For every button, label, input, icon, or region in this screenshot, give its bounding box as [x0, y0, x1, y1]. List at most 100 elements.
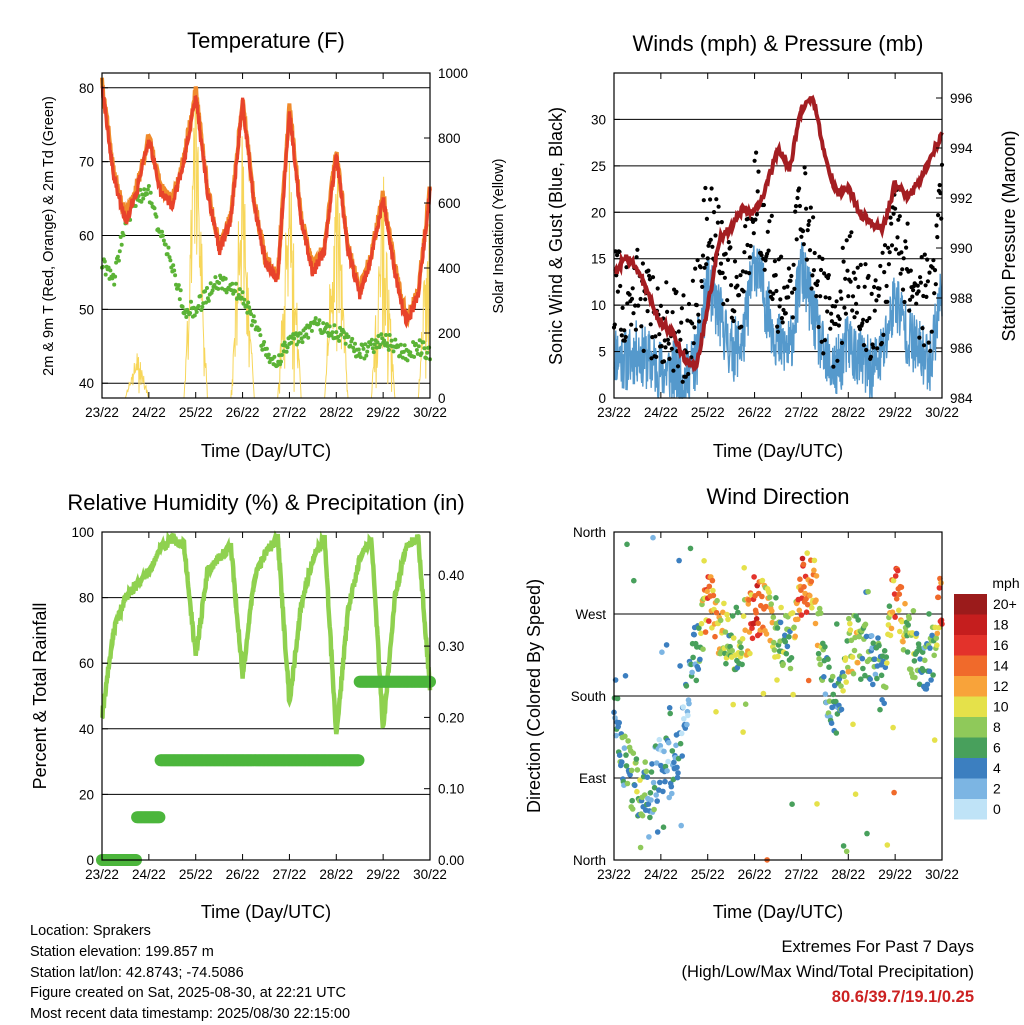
gust-point	[811, 215, 816, 220]
speed-legend-swatch	[954, 635, 987, 656]
gust-point	[900, 267, 905, 272]
direction-point	[773, 595, 779, 601]
gust-point	[903, 239, 908, 244]
direction-point	[747, 650, 753, 657]
direction-point	[666, 705, 673, 711]
direction-point	[669, 790, 675, 797]
dewpoint-point	[102, 259, 107, 264]
dewpoint-point	[272, 354, 277, 359]
direction-point	[783, 650, 790, 657]
direction-point	[738, 650, 745, 656]
direction-point	[840, 843, 847, 849]
dewpoint-point	[339, 332, 343, 337]
direction-point	[909, 630, 916, 636]
direction-point	[746, 597, 752, 603]
direction-point	[669, 748, 676, 754]
gust-point	[773, 273, 778, 278]
direction-point	[845, 664, 851, 671]
gust-point	[635, 247, 640, 252]
dewpoint-point	[361, 346, 366, 351]
dewpoint-point	[267, 360, 272, 365]
direction-point	[863, 633, 870, 640]
gust-point	[790, 290, 795, 295]
dewpoint-point	[416, 344, 421, 349]
dewpoint-point	[171, 263, 176, 268]
gust-point	[893, 206, 898, 211]
direction-point	[691, 631, 697, 638]
direction-point	[709, 577, 716, 584]
gust-point	[695, 258, 700, 263]
dewpoint-point	[424, 356, 429, 361]
gust-point	[708, 197, 713, 202]
temperature-ytick-label: 80	[79, 81, 94, 96]
winds-xlabel: Time (Day/UTC)	[713, 441, 843, 461]
direction-point	[654, 829, 661, 835]
gust-point	[799, 234, 804, 239]
direction-point	[650, 534, 656, 541]
gust-point	[882, 243, 888, 248]
dewpoint-point	[304, 332, 309, 337]
direction-point	[740, 729, 746, 735]
dewpoint-point	[262, 340, 267, 344]
gust-point	[747, 255, 753, 260]
gust-point	[874, 298, 879, 303]
dewpoint-point	[160, 233, 165, 238]
direction-point	[753, 616, 760, 622]
temperature-ytick-label: 60	[79, 229, 94, 244]
dewpoint-point	[145, 192, 149, 196]
dewpoint-point	[387, 333, 392, 337]
dewpoint-point	[194, 310, 199, 314]
direction-xtick-label: 27/22	[785, 867, 819, 882]
dewpoint-point	[336, 334, 341, 339]
direction-point	[912, 674, 918, 681]
direction-point	[893, 596, 900, 602]
direction-point	[891, 591, 898, 597]
dewpoint-point	[112, 282, 117, 287]
gust-point	[932, 268, 938, 273]
gust-point	[620, 305, 625, 310]
direction-point	[828, 720, 835, 726]
direction-point	[910, 608, 917, 614]
dewpoint-point	[251, 314, 256, 319]
gust-point	[907, 297, 913, 302]
direction-point	[892, 573, 899, 579]
direction-point	[630, 750, 637, 756]
gust-point	[840, 245, 845, 250]
gust-point	[624, 265, 629, 270]
dewpoint-point	[279, 359, 283, 364]
gust-point	[843, 276, 848, 281]
dewpoint-point	[168, 258, 173, 263]
temperature-ytick-label-right: 0	[438, 391, 446, 406]
winds-ytick-label-right: 986	[950, 341, 973, 356]
gust-point	[921, 343, 927, 348]
direction-point	[623, 763, 630, 769]
gust-point	[922, 252, 927, 257]
gust-point	[866, 273, 871, 279]
speed-legend-swatch	[954, 758, 987, 779]
direction-point	[866, 656, 873, 663]
gust-point	[782, 285, 787, 290]
dewpoint-point	[115, 254, 120, 259]
dewpoint-point	[198, 294, 203, 298]
direction-point	[844, 638, 850, 644]
direction-point	[646, 834, 652, 840]
dewpoint-point	[398, 342, 403, 347]
temperature-ytick-label: 50	[79, 302, 94, 317]
direction-point	[755, 620, 761, 627]
dewpoint-point	[299, 336, 304, 341]
station-info: Location: Sprakers Station elevation: 19…	[30, 921, 350, 1025]
direction-point	[882, 664, 889, 671]
gust-point	[680, 379, 685, 384]
direction-point	[883, 684, 889, 691]
temperature-xtick-label: 28/22	[319, 405, 353, 420]
direction-point	[920, 667, 927, 674]
direction-point	[739, 661, 745, 668]
gust-point	[774, 288, 779, 294]
gust-point	[902, 299, 907, 305]
direction-point	[701, 558, 707, 564]
direction-point	[650, 779, 657, 786]
dewpoint-point	[117, 249, 122, 254]
gust-point	[694, 303, 699, 308]
direction-point	[896, 607, 902, 614]
temperature-xtick-label: 23/22	[85, 405, 119, 420]
